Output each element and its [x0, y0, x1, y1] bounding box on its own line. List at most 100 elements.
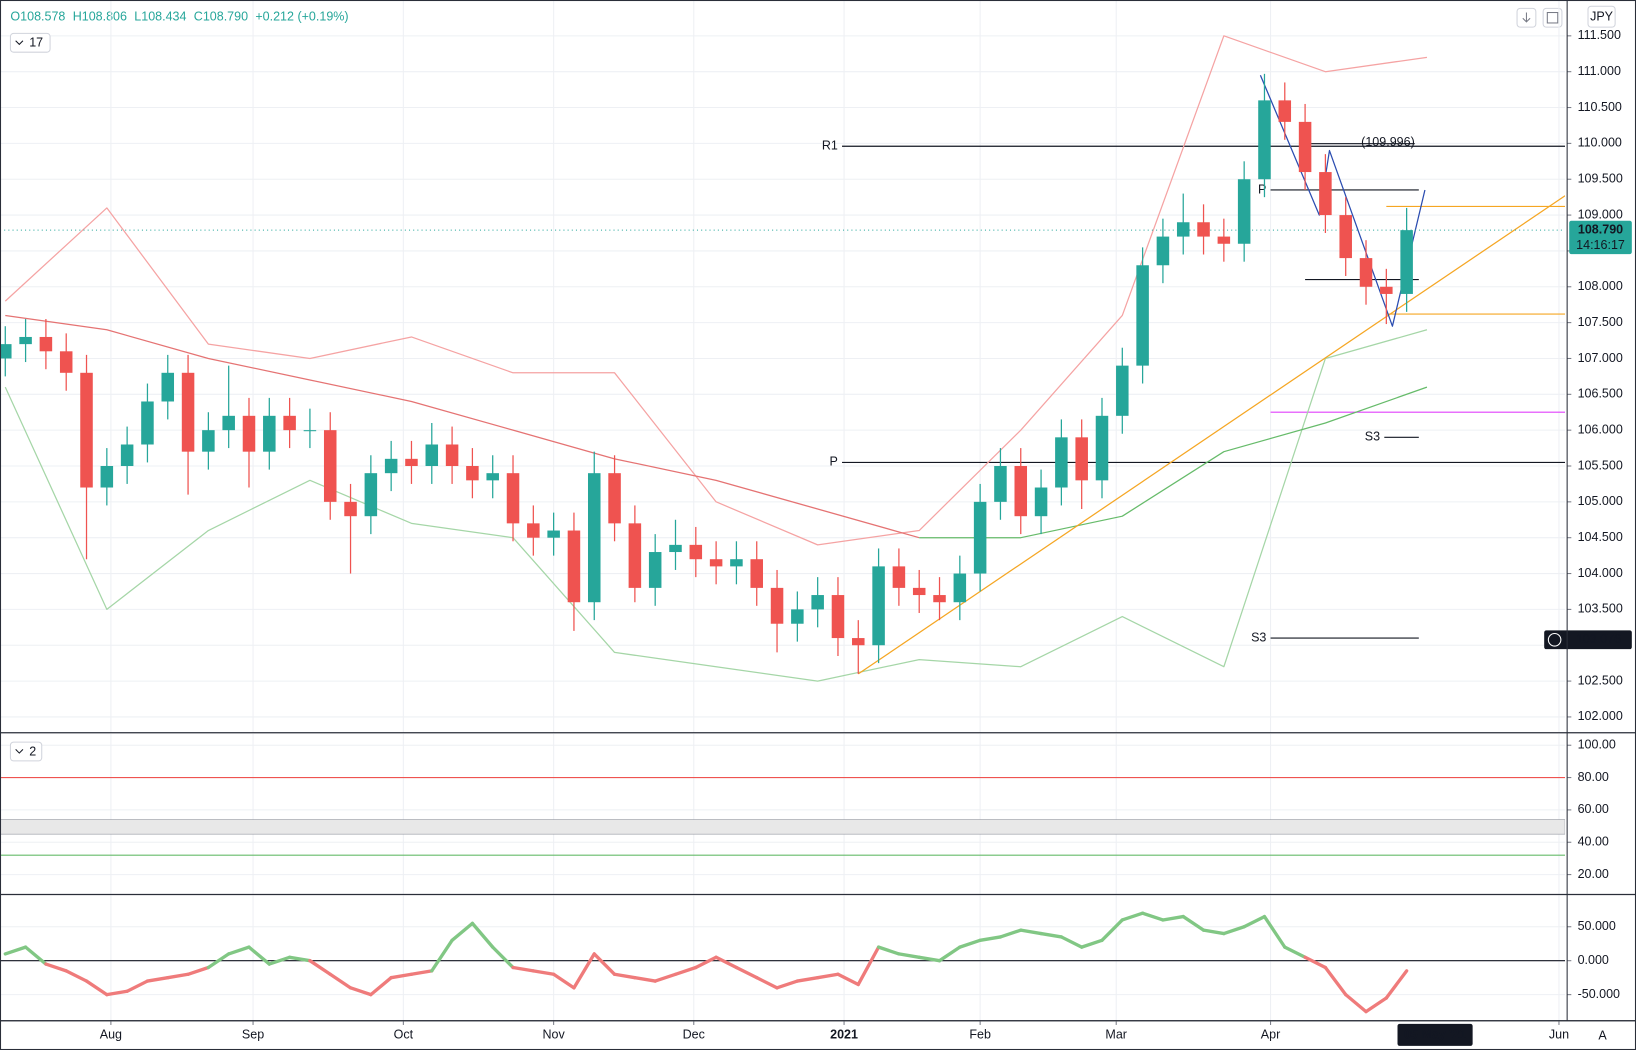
momentum-segment: [470, 921, 495, 949]
y-tick-label: 106.500: [1578, 387, 1623, 401]
momentum-segment: [836, 972, 860, 987]
candle-body: [344, 501, 357, 517]
ohlc-value: C108.790: [194, 10, 248, 24]
y-tick-label: 111.000: [1578, 64, 1621, 78]
candle-body: [303, 430, 317, 432]
momentum-segment: [1140, 911, 1165, 922]
momentum-segment: [227, 945, 251, 956]
momentum-segment: [1181, 914, 1206, 932]
x-tick-label: Aug: [100, 1028, 122, 1042]
indicator-button[interactable]: [9, 741, 43, 762]
momentum-segment: [1323, 965, 1348, 997]
momentum-segment: [937, 945, 962, 963]
candle-body: [161, 372, 175, 402]
candle-body: [567, 530, 581, 603]
y-tick-label: 105.500: [1578, 458, 1623, 472]
overlay-line: [919, 386, 1428, 539]
candle-body: [1258, 100, 1271, 180]
candle-body: [506, 473, 520, 524]
candle-body: [1359, 258, 1373, 287]
momentum-segment: [551, 972, 576, 990]
candle-body: [1176, 222, 1190, 237]
momentum-segment: [409, 969, 434, 976]
momentum-segment: [23, 945, 48, 966]
momentum-segment: [612, 972, 637, 980]
level-label: R1: [822, 139, 838, 153]
candle-body: [872, 566, 885, 646]
level-label: S3: [1251, 630, 1266, 644]
candle-body: [1095, 415, 1109, 481]
x-tick-label: Feb: [969, 1028, 991, 1042]
momentum-segment: [876, 945, 901, 956]
momentum-segment: [633, 975, 657, 983]
add-alert-icon[interactable]: [1547, 633, 1562, 647]
indicator-button[interactable]: [9, 32, 51, 53]
momentum-segment: [206, 952, 231, 970]
currency-label: JPY: [1590, 10, 1614, 24]
ohlc-value: H108.806: [73, 10, 127, 24]
candle-body: [323, 430, 337, 502]
overlay-line: [4, 35, 1428, 546]
y-tick-label: 20.00: [1578, 867, 1609, 881]
candle-body: [100, 466, 114, 488]
candle-body: [811, 595, 824, 610]
y-tick-label: 100.00: [1578, 738, 1616, 752]
momentum-segment: [430, 938, 454, 973]
indicator-count: 17: [29, 36, 43, 50]
candle-body: [1217, 236, 1231, 244]
y-tick-label: 107.500: [1578, 315, 1623, 329]
ohlc-legend: O108.578 H108.806 L108.434 C108.790 +0.212 (…: [10, 10, 348, 24]
candle-body: [466, 466, 479, 481]
fullscreen-icon[interactable]: [1542, 7, 1563, 28]
panel: R1 (109.996) P P S3 S3: [0, 0, 1566, 733]
download-icon[interactable]: [1516, 7, 1537, 28]
candle-body: [689, 544, 703, 560]
auto-scale-button[interactable]: A: [1598, 1029, 1607, 1043]
candle-body: [242, 415, 256, 452]
momentum-segment: [1080, 938, 1104, 949]
level-label: P: [830, 455, 838, 469]
currency-box[interactable]: [1587, 5, 1616, 28]
momentum-segment: [105, 989, 129, 997]
candle-body: [912, 587, 926, 596]
candle-body: [181, 372, 195, 452]
momentum-segment: [64, 969, 89, 983]
momentum-segment: [328, 972, 353, 990]
momentum-segment: [856, 945, 881, 987]
ohlc-value: +0.212 (+0.19%): [255, 10, 348, 24]
x-tick-label: Jun: [1549, 1028, 1569, 1042]
momentum-segment: [897, 952, 921, 959]
y-tick-label: 105.000: [1578, 494, 1623, 508]
y-tick-label: 110.500: [1578, 100, 1622, 114]
x-tick-label: Nov: [543, 1028, 566, 1042]
momentum-segment: [1019, 928, 1043, 936]
momentum-segment: [511, 965, 535, 973]
candle-body: [1380, 286, 1393, 294]
candle-body: [141, 401, 154, 445]
momentum-segment: [714, 955, 739, 970]
candle-body: [1339, 215, 1352, 259]
momentum-segment: [694, 955, 718, 970]
y-tick-label: 106.000: [1578, 422, 1623, 436]
y-tick-label: 102.000: [1578, 709, 1623, 723]
candle-body: [445, 444, 459, 467]
overlay-line: [5, 314, 920, 539]
level-label: S3: [1365, 430, 1380, 444]
download-arrow: [1522, 12, 1531, 23]
candle-body: [608, 473, 621, 524]
candle-body: [1197, 222, 1210, 237]
candle-body: [59, 351, 73, 373]
candle-body: [648, 552, 662, 588]
momentum-segment: [308, 959, 332, 976]
candle-body: [486, 473, 499, 481]
momentum-segment: [287, 955, 312, 963]
candle-body: [831, 595, 845, 639]
candle-body: [933, 595, 946, 603]
candle-body: [791, 609, 804, 624]
level-label: P: [1258, 182, 1266, 196]
momentum-segment: [755, 975, 779, 990]
candle-body: [547, 530, 560, 538]
